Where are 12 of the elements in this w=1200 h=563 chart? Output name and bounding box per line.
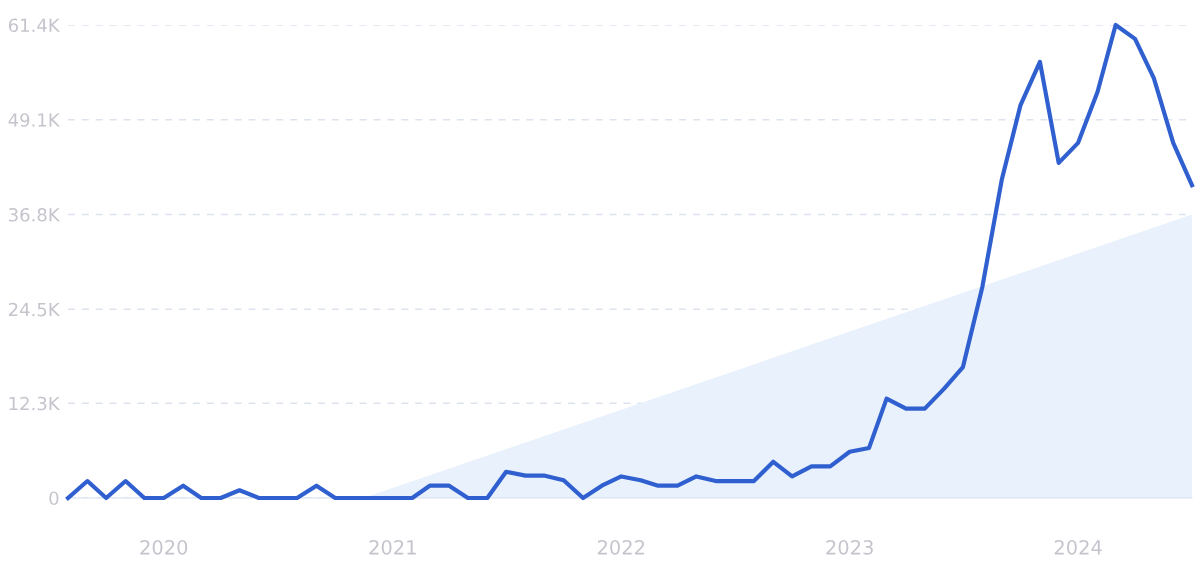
y-tick-label: 36.8K: [9, 207, 61, 222]
x-tick-label: 2020: [140, 540, 188, 555]
line-series: [65, 22, 1195, 501]
x-tick-label: 2023: [826, 540, 873, 555]
y-tick-label: 24.5K: [8, 302, 61, 317]
y-tick-label: 12.3K: [9, 396, 61, 411]
x-tick-label: 2024: [1054, 540, 1102, 555]
x-tick-label: 2022: [597, 540, 645, 555]
x-tick-label: 2021: [369, 540, 416, 555]
y-tick-label: 0: [49, 491, 59, 506]
y-tick-label: 49.1K: [8, 113, 61, 127]
y-tick-label: 61.4K: [8, 18, 61, 33]
